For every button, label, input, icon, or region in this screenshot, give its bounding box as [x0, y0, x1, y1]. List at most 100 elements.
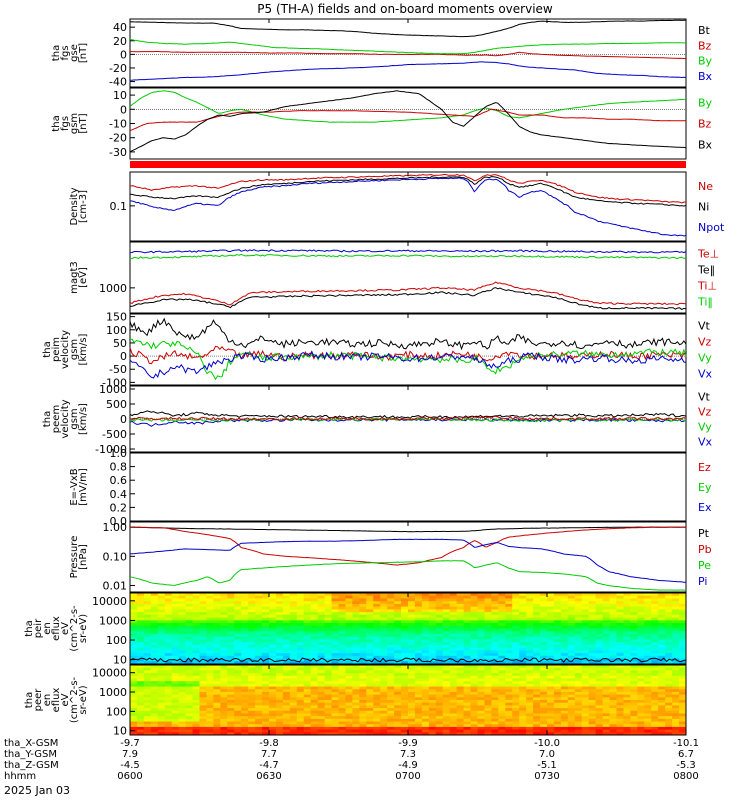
- spectrogram-cell: [540, 639, 548, 643]
- spectrogram-cell: [526, 675, 534, 679]
- spectrogram-cell: [366, 593, 374, 597]
- spectrogram-cell: [630, 724, 638, 728]
- spectrogram-cell: [401, 665, 409, 669]
- spectrogram-cell: [331, 628, 339, 632]
- spectrogram-cell: [602, 732, 611, 736]
- spectrogram-cell: [352, 601, 360, 605]
- spectrogram-cell: [352, 718, 360, 723]
- spectrogram-cell: [289, 598, 298, 602]
- spectrogram-cell: [206, 633, 214, 638]
- spectrogram-cell: [275, 631, 284, 635]
- spectrogram-cell: [637, 598, 645, 602]
- spectrogram-cell: [456, 620, 465, 624]
- spectrogram-cell: [373, 665, 381, 669]
- spectrogram-cell: [512, 644, 520, 649]
- spectrogram-cell: [567, 726, 576, 731]
- spectrogram-cell: [651, 612, 659, 616]
- spectrogram-cell: [317, 595, 326, 599]
- spectrogram-cell: [609, 623, 617, 627]
- spectrogram-cell: [526, 689, 534, 693]
- spectrogram-cell: [136, 683, 145, 688]
- spectrogram-cell: [227, 694, 235, 698]
- spectrogram-cell: [408, 595, 416, 599]
- spectrogram-cell: [428, 620, 437, 624]
- spectrogram-cell: [567, 620, 576, 624]
- spectrogram-cell: [491, 716, 499, 720]
- spectrogram-cell: [588, 639, 597, 643]
- spectrogram-cell: [637, 661, 645, 665]
- spectrogram-cell: [289, 694, 298, 698]
- spectrogram-cell: [130, 593, 138, 597]
- spectrogram-cell: [220, 644, 228, 649]
- spectrogram-cell: [143, 650, 152, 654]
- spectrogram-cell: [310, 636, 319, 640]
- spectrogram-cell: [150, 667, 159, 671]
- spectrogram-cell: [359, 601, 367, 605]
- spectrogram-cell: [234, 633, 242, 638]
- spectrogram-cell: [248, 683, 256, 688]
- spectrogram-cell: [477, 691, 485, 696]
- spectrogram-cell: [414, 697, 423, 701]
- spectrogram-cell: [157, 670, 166, 674]
- spectrogram-cell: [595, 678, 604, 682]
- spectrogram-cell: [359, 620, 367, 624]
- spectrogram-cell: [220, 633, 228, 638]
- spectrogram-cell: [470, 729, 478, 733]
- spectrogram-cell: [262, 642, 270, 646]
- spectrogram-cell: [213, 667, 221, 671]
- spectrogram-cell: [505, 636, 513, 640]
- spectrogram-cell: [421, 713, 430, 717]
- spectrogram-cell: [387, 633, 395, 638]
- spectrogram-cell: [456, 683, 465, 688]
- spectrogram-cell: [581, 647, 590, 651]
- spectrogram-cell: [331, 732, 339, 736]
- spectrogram-cell: [428, 681, 437, 685]
- spectrogram-cell: [665, 710, 673, 714]
- spectrogram-cell: [275, 697, 284, 701]
- spectrogram-cell: [289, 593, 298, 597]
- spectrogram-cell: [192, 614, 200, 619]
- spectrogram-cell: [477, 681, 485, 685]
- y-axis-label: eflux: [51, 688, 62, 713]
- y-axis-label: gsm: [69, 339, 80, 360]
- panel-frame: [129, 87, 687, 160]
- spectrogram-cell: [672, 603, 680, 608]
- spectrogram-cell: [338, 729, 346, 733]
- spectrogram-cell: [547, 689, 555, 693]
- spectrogram-cell: [463, 689, 472, 693]
- spectrogram-cell: [602, 681, 611, 685]
- spectrogram-cell: [567, 729, 576, 733]
- spectrogram-cell: [192, 609, 200, 613]
- spectrogram-cell: [296, 633, 305, 638]
- spectrogram-cell: [463, 716, 472, 720]
- spectrogram-cell: [470, 697, 478, 701]
- spectrogram-cell: [595, 633, 604, 638]
- spectrogram-cell: [164, 612, 173, 616]
- spectrogram-cell: [588, 675, 597, 679]
- spectrogram-cell: [442, 661, 451, 665]
- spectrogram-cell: [408, 678, 416, 682]
- spectrogram-cell: [623, 633, 631, 638]
- spectrogram-cell: [547, 681, 555, 685]
- spectrogram-cell: [679, 658, 687, 662]
- spectrogram-cell: [338, 705, 346, 709]
- spectrogram-cell: [178, 705, 187, 709]
- spectrogram-cell: [150, 633, 159, 638]
- spectrogram-cell: [637, 718, 645, 723]
- spectrogram-cell: [651, 700, 659, 704]
- spectrogram-cell: [331, 650, 339, 654]
- spectrogram-cell: [157, 647, 166, 651]
- spectrogram-cell: [150, 628, 159, 632]
- spectrogram-cell: [484, 636, 492, 640]
- spectrogram-cell: [331, 644, 339, 649]
- spectrogram-cell: [630, 694, 638, 698]
- spectrogram-cell: [637, 667, 645, 671]
- spectrogram-cell: [526, 628, 534, 632]
- spectrogram-cell: [581, 729, 590, 733]
- spectrogram-cell: [588, 603, 597, 608]
- spectrogram-cell: [150, 609, 159, 613]
- spectrogram-cell: [387, 718, 395, 723]
- spectrogram-cell: [185, 595, 194, 599]
- spectrogram-cell: [428, 598, 437, 602]
- spectrogram-cell: [644, 614, 652, 619]
